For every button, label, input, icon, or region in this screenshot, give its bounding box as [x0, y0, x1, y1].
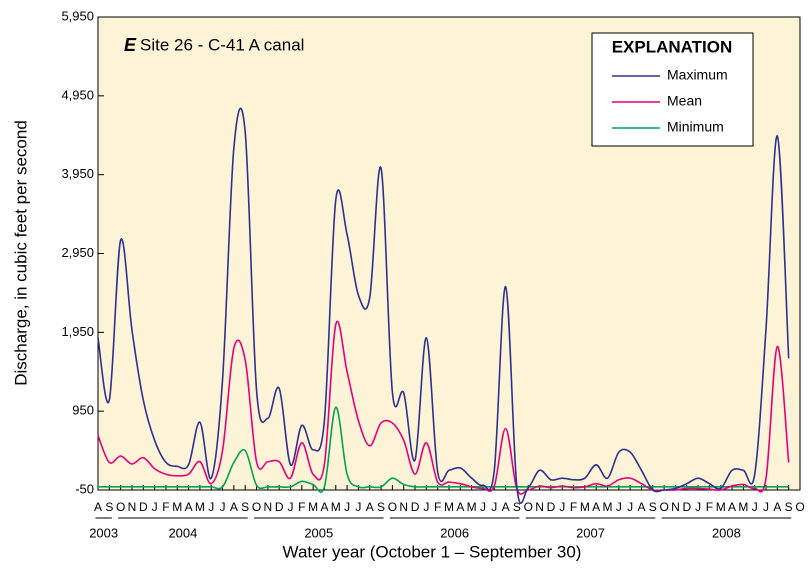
x-tick-label: M	[467, 500, 477, 514]
y-tick-label: 4,950	[61, 87, 94, 102]
x-tick-label: D	[275, 500, 284, 514]
legend-label: Mean	[667, 93, 702, 109]
x-tick-label: S	[785, 500, 793, 514]
x-tick-label: F	[706, 500, 713, 514]
x-tick-label: F	[570, 500, 577, 514]
x-tick-label: M	[444, 500, 454, 514]
x-tick-label: J	[152, 500, 158, 514]
x-tick-label: J	[763, 500, 769, 514]
x-tick-label: S	[513, 500, 521, 514]
x-tick-label: D	[682, 500, 691, 514]
x-tick-label: M	[716, 500, 726, 514]
x-tick-label: S	[649, 500, 657, 514]
x-tick-label: J	[220, 500, 226, 514]
x-tick-label: M	[195, 500, 205, 514]
x-tick-label: J	[208, 500, 214, 514]
y-tick-label: 950	[72, 403, 94, 418]
series-line	[97, 320, 790, 495]
x-tick-label: N	[128, 500, 137, 514]
x-tick-label: O	[524, 500, 533, 514]
x-tick-label: F	[298, 500, 305, 514]
x-tick-label: A	[185, 500, 193, 514]
x-tick-label: J	[695, 500, 701, 514]
x-tick-label: S	[105, 500, 113, 514]
x-tick-label: D	[547, 500, 556, 514]
x-tick-label: J	[355, 500, 361, 514]
x-tick-label: F	[434, 500, 441, 514]
x-axis-title: Water year (October 1 – September 30)	[283, 542, 582, 561]
x-tick-label: M	[738, 500, 748, 514]
year-label: 2004	[168, 525, 197, 540]
x-tick-label: O	[659, 500, 668, 514]
x-tick-label: M	[308, 500, 318, 514]
x-tick-label: J	[480, 500, 486, 514]
x-tick-label: A	[773, 500, 781, 514]
x-tick-label: O	[388, 500, 397, 514]
y-tick-label: 2,950	[61, 245, 94, 260]
year-label: 2005	[304, 525, 333, 540]
x-tick-label: O	[116, 500, 125, 514]
x-tick-label: A	[366, 500, 374, 514]
x-tick-label: A	[637, 500, 645, 514]
x-tick-label: M	[172, 500, 182, 514]
x-tick-label: M	[331, 500, 341, 514]
panel-letter: E	[124, 35, 137, 55]
chart-title: Site 26 - C-41 A canal	[140, 35, 304, 54]
series-line	[97, 406, 789, 493]
x-tick-label: J	[287, 500, 293, 514]
x-tick-label: A	[320, 500, 328, 514]
x-tick-label: J	[423, 500, 429, 514]
x-tick-label: J	[752, 500, 758, 514]
x-tick-label: S	[241, 500, 249, 514]
x-tick-label: J	[627, 500, 633, 514]
y-tick-label: 3,950	[61, 166, 94, 181]
y-tick-label: 1,950	[61, 324, 94, 339]
series-line	[97, 107, 790, 504]
x-tick-label: A	[592, 500, 600, 514]
x-tick-label: N	[535, 500, 544, 514]
x-tick-label: A	[94, 500, 102, 514]
x-tick-label: M	[580, 500, 590, 514]
y-tick-label: 5,950	[61, 8, 94, 23]
x-tick-label: N	[671, 500, 680, 514]
year-label: 2007	[576, 525, 605, 540]
legend-box	[591, 32, 754, 147]
x-tick-label: A	[230, 500, 238, 514]
legend-label: Minimum	[667, 119, 724, 135]
x-tick-label: A	[728, 500, 736, 514]
year-label: 2006	[440, 525, 469, 540]
legend-title: EXPLANATION	[612, 37, 733, 56]
x-tick-label: O	[252, 500, 261, 514]
x-tick-label: D	[139, 500, 148, 514]
year-label: 2008	[712, 525, 741, 540]
x-tick-label: A	[502, 500, 510, 514]
x-tick-label: N	[399, 500, 408, 514]
y-axis-title: Discharge, in cubic feet per second	[11, 120, 30, 386]
x-tick-label: O	[795, 500, 804, 514]
x-tick-label: J	[344, 500, 350, 514]
year-label: 2003	[89, 525, 118, 540]
x-tick-label: S	[377, 500, 385, 514]
x-tick-label: J	[616, 500, 622, 514]
x-tick-label: J	[559, 500, 565, 514]
x-tick-label: D	[411, 500, 420, 514]
x-tick-label: J	[491, 500, 497, 514]
x-tick-label: F	[162, 500, 169, 514]
legend-label: Maximum	[667, 67, 728, 83]
x-tick-label: N	[264, 500, 273, 514]
y-tick-label: -50	[75, 481, 94, 496]
x-tick-label: M	[603, 500, 613, 514]
x-tick-label: A	[456, 500, 464, 514]
